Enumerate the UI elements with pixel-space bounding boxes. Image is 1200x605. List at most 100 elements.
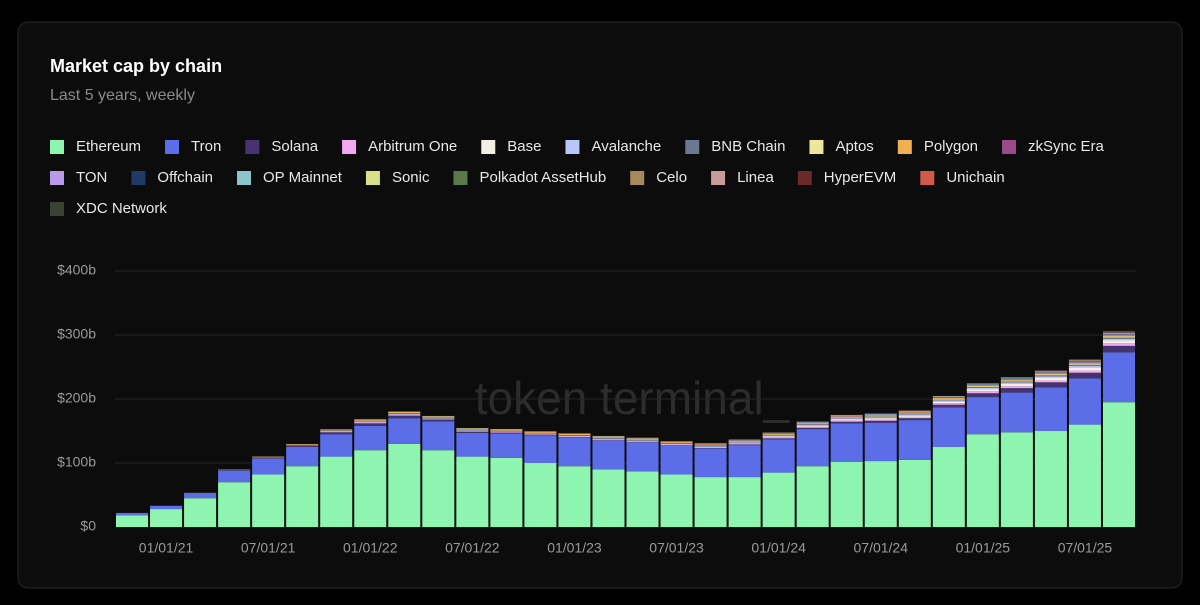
legend-swatch	[50, 202, 64, 216]
bar-segment	[626, 440, 659, 442]
bar-segment	[1034, 387, 1067, 431]
bar-segment	[422, 418, 455, 420]
legend-swatch	[897, 140, 912, 154]
bar-segment	[456, 428, 489, 430]
bar-segment	[762, 438, 795, 440]
bar-segment	[796, 426, 829, 428]
legend-swatch	[237, 171, 251, 185]
bar-segment	[728, 445, 761, 478]
bar-segment	[1000, 392, 1033, 433]
bar-segment	[150, 505, 183, 510]
y-tick-label: $300b	[57, 326, 96, 342]
bar-segment	[1068, 362, 1101, 364]
bar-segment	[388, 418, 421, 444]
bar-segment	[694, 448, 727, 478]
legend-swatch	[481, 140, 496, 154]
bar-segment	[898, 420, 931, 460]
bar-segment	[320, 434, 353, 457]
bar-segment	[558, 466, 591, 527]
bar-segment	[286, 466, 319, 527]
bar-segment	[354, 421, 387, 423]
bar-segment	[966, 385, 999, 387]
bar-segment	[898, 416, 931, 419]
bar-segment	[966, 391, 999, 394]
bar-segment	[966, 387, 999, 390]
legend-label: Offchain	[157, 169, 213, 186]
bar-segment	[728, 441, 761, 443]
bar-segment	[1000, 386, 1033, 389]
bar-segment	[1102, 331, 1135, 333]
bar-segment	[218, 482, 251, 527]
bar-segment	[1034, 380, 1067, 383]
bar-segment	[694, 477, 727, 527]
bar-segment	[592, 436, 625, 438]
bar-segment	[728, 440, 761, 442]
bar-segment	[252, 457, 285, 458]
legend-swatch	[453, 171, 468, 185]
bar-segment	[830, 421, 863, 424]
bar-segment	[694, 444, 727, 446]
bar-segment	[388, 443, 421, 527]
bar-segment	[694, 443, 727, 444]
bar-segment	[1068, 372, 1101, 379]
y-tick-label: $400b	[57, 262, 96, 278]
legend-label: Base	[507, 138, 541, 155]
bar-segment	[184, 493, 217, 499]
bar-segment	[1102, 336, 1135, 338]
legend-label: Aptos	[835, 138, 873, 155]
bar-segment	[286, 445, 319, 447]
bar-segment	[524, 434, 557, 435]
bar-segment	[524, 433, 557, 435]
bar-segment	[286, 444, 319, 446]
bar-segment	[320, 456, 353, 527]
bar-segment	[490, 433, 523, 458]
bar-segment	[966, 393, 999, 398]
bar-segment	[932, 407, 965, 447]
bar-segment	[966, 383, 999, 385]
bar-segment	[456, 431, 489, 432]
legend-label: TON	[76, 169, 107, 186]
bar-segment	[932, 396, 965, 398]
x-tick-label: 07/01/23	[649, 540, 704, 556]
bar-segment	[898, 415, 931, 417]
legend-label: Celo	[656, 169, 687, 186]
bar-segment	[830, 417, 863, 419]
x-tick-label: 01/01/22	[343, 540, 398, 556]
bar-segment	[660, 444, 693, 446]
bar-segment	[898, 414, 931, 416]
x-tick-label: 07/01/24	[854, 540, 909, 556]
bar-segment	[388, 415, 421, 419]
bar-segment	[252, 457, 285, 459]
bar-segment	[1000, 379, 1033, 381]
chart-subtitle: Last 5 years, weekly	[50, 87, 195, 104]
legend-swatch	[50, 140, 64, 154]
bar-segment	[1068, 360, 1101, 362]
bar-segment	[966, 434, 999, 527]
bar-segment	[1068, 366, 1101, 368]
bar-segment	[524, 463, 557, 527]
bar-segment	[932, 447, 965, 527]
x-tick-label: 07/01/22	[445, 540, 500, 556]
bar-segment	[626, 437, 659, 439]
bar-segment	[1034, 382, 1067, 388]
bar-segment	[524, 431, 557, 433]
bar-segment	[796, 427, 829, 430]
bar-segment	[524, 432, 557, 434]
bar-segment	[864, 461, 897, 527]
bar-segment	[320, 430, 353, 431]
bar-segment	[762, 432, 795, 434]
bar-segment	[388, 411, 421, 414]
bar-segment	[1068, 370, 1101, 373]
bar-segment	[694, 445, 727, 447]
bar-segment	[966, 386, 999, 388]
bar-segment	[864, 422, 897, 462]
bar-segment	[592, 469, 625, 527]
bar-segment	[456, 432, 489, 457]
bar-segment	[898, 410, 931, 412]
bar-segment	[354, 423, 387, 426]
legend-swatch	[685, 140, 700, 154]
x-tick-label: 01/01/24	[751, 540, 806, 556]
bar-segment	[252, 456, 285, 458]
legend-label: Ethereum	[76, 138, 141, 155]
